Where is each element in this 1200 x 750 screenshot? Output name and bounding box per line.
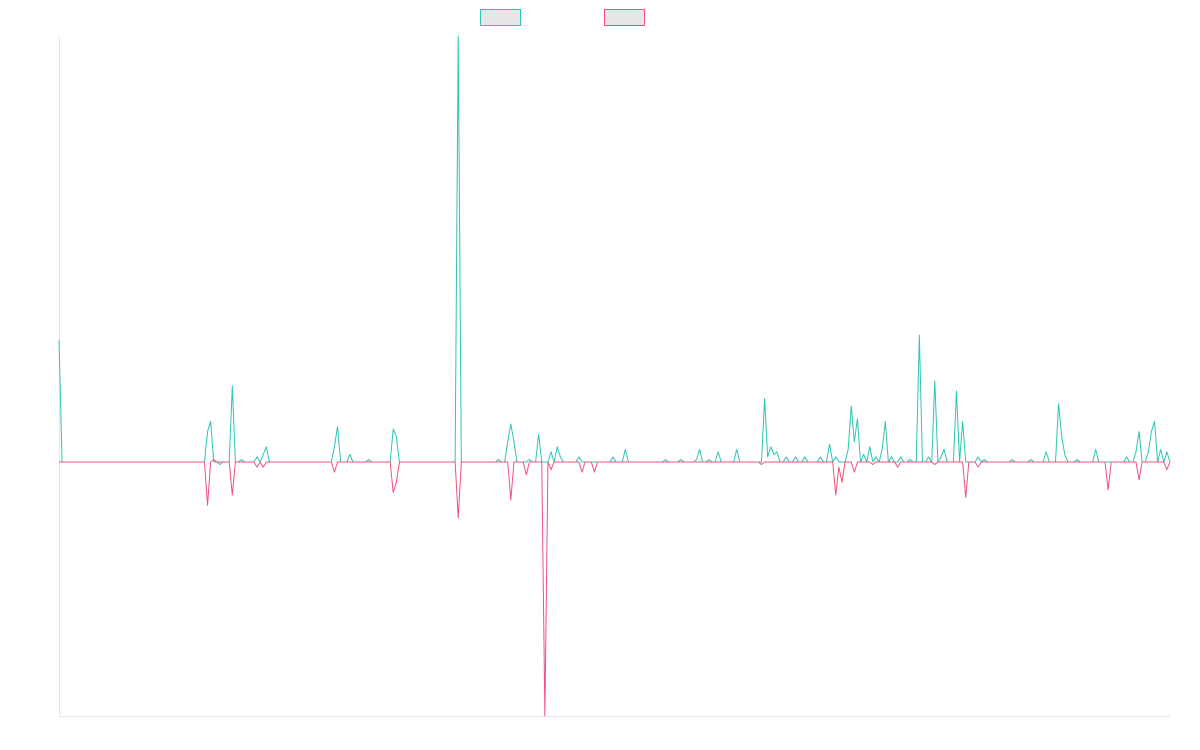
plot-area bbox=[58, 35, 1171, 717]
axes bbox=[59, 36, 1170, 717]
series-line-series-a bbox=[58, 35, 1171, 466]
series-line-series-b bbox=[59, 458, 1171, 717]
legend-swatch-series-a[interactable] bbox=[480, 9, 521, 26]
legend bbox=[480, 9, 645, 26]
legend-swatch-series-b[interactable] bbox=[604, 9, 645, 26]
